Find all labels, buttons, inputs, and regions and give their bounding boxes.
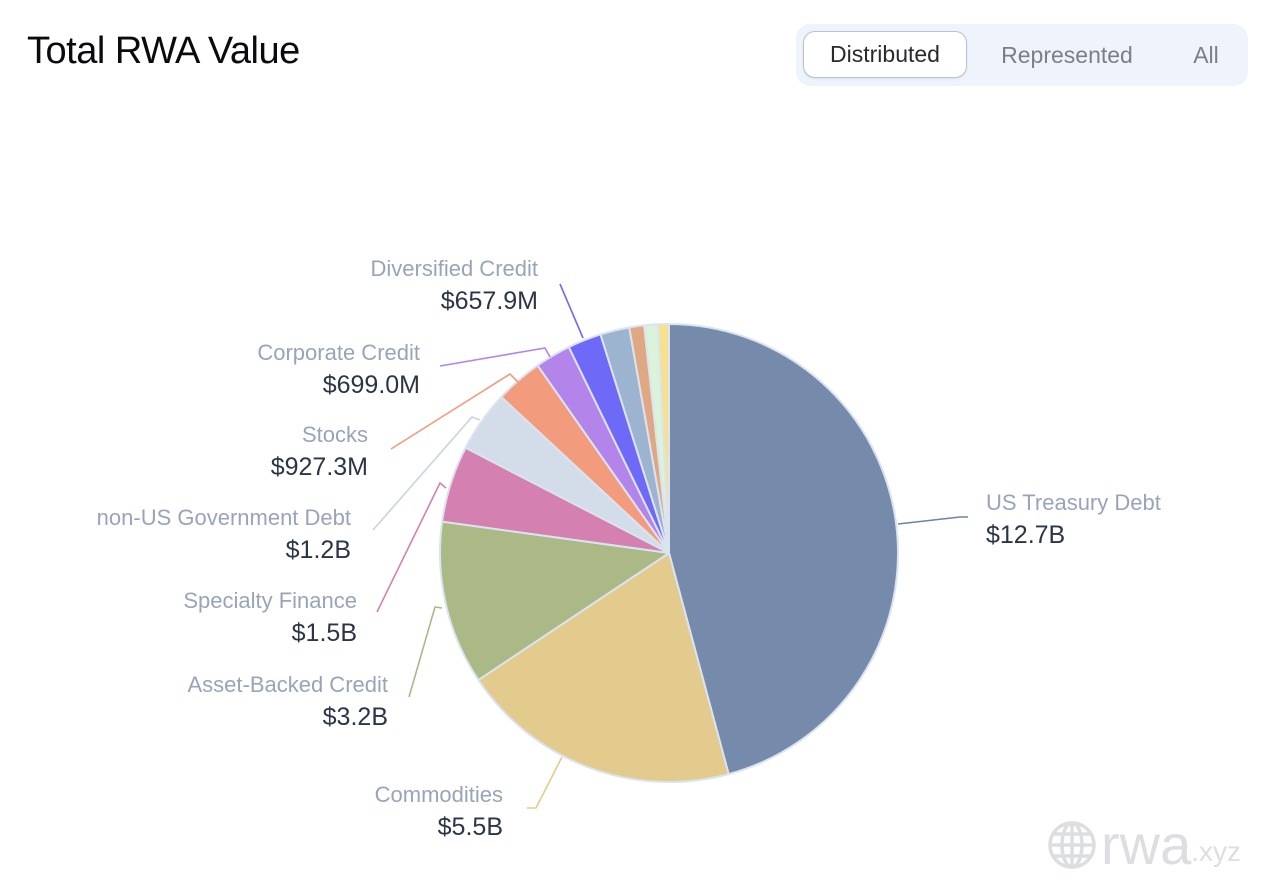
slice-value-non-us-government-debt: $1.2B xyxy=(286,536,351,564)
globe-icon xyxy=(1048,821,1096,869)
pie-slice-asset-backed-credit[interactable] xyxy=(439,520,670,681)
page-title: Total RWA Value xyxy=(27,30,300,72)
rwa-logo: rwa .xyz xyxy=(1047,813,1242,876)
slice-label-asset-backed-credit: Asset-Backed Credit xyxy=(187,672,388,697)
slice-label-commodities: Commodities xyxy=(375,782,503,807)
slice-label-specialty-finance: Specialty Finance xyxy=(183,588,357,613)
slice-value-specialty-finance: $1.5B xyxy=(292,619,357,647)
leader-line-commodities xyxy=(527,756,563,809)
slice-value-corporate-credit: $699.0M xyxy=(323,371,420,399)
view-toggle: Distributed Represented All xyxy=(796,24,1248,86)
leader-line-diversified-credit xyxy=(559,283,584,339)
leader-line-specialty-finance xyxy=(376,481,447,613)
slice-value-stocks: $927.3M xyxy=(271,453,368,481)
slice-value-diversified-credit: $657.9M xyxy=(441,287,538,315)
logo-tld: .xyz xyxy=(1191,836,1242,867)
pie-slice-us-treasury-debt[interactable] xyxy=(668,323,899,776)
pie-slice-other-4[interactable] xyxy=(657,322,670,554)
leader-line-corporate-credit xyxy=(439,347,551,367)
toggle-distributed[interactable]: Distributed xyxy=(803,31,967,78)
leader-line-stocks xyxy=(390,372,519,450)
slice-label-diversified-credit: Diversified Credit xyxy=(371,256,539,281)
toggle-represented[interactable]: Represented xyxy=(1001,42,1133,68)
slice-value-asset-backed-credit: $3.2B xyxy=(323,703,388,731)
leader-line-us-treasury-debt xyxy=(897,516,968,525)
slice-label-stocks: Stocks xyxy=(302,422,368,447)
leader-line-non-us-government-debt xyxy=(372,416,481,531)
slice-value-commodities: $5.5B xyxy=(438,813,503,841)
logo-word: rwa xyxy=(1101,813,1192,876)
slice-label-us-treasury-debt: US Treasury Debt xyxy=(986,490,1161,515)
slice-value-us-treasury-debt: $12.7B xyxy=(986,521,1065,549)
slice-label-non-us-government-debt: non-US Government Debt xyxy=(97,505,351,530)
slice-label-corporate-credit: Corporate Credit xyxy=(257,340,420,365)
leader-line-asset-backed-credit xyxy=(408,606,443,698)
pie-slice-commodities[interactable] xyxy=(477,552,730,783)
toggle-all[interactable]: All xyxy=(1193,42,1219,68)
